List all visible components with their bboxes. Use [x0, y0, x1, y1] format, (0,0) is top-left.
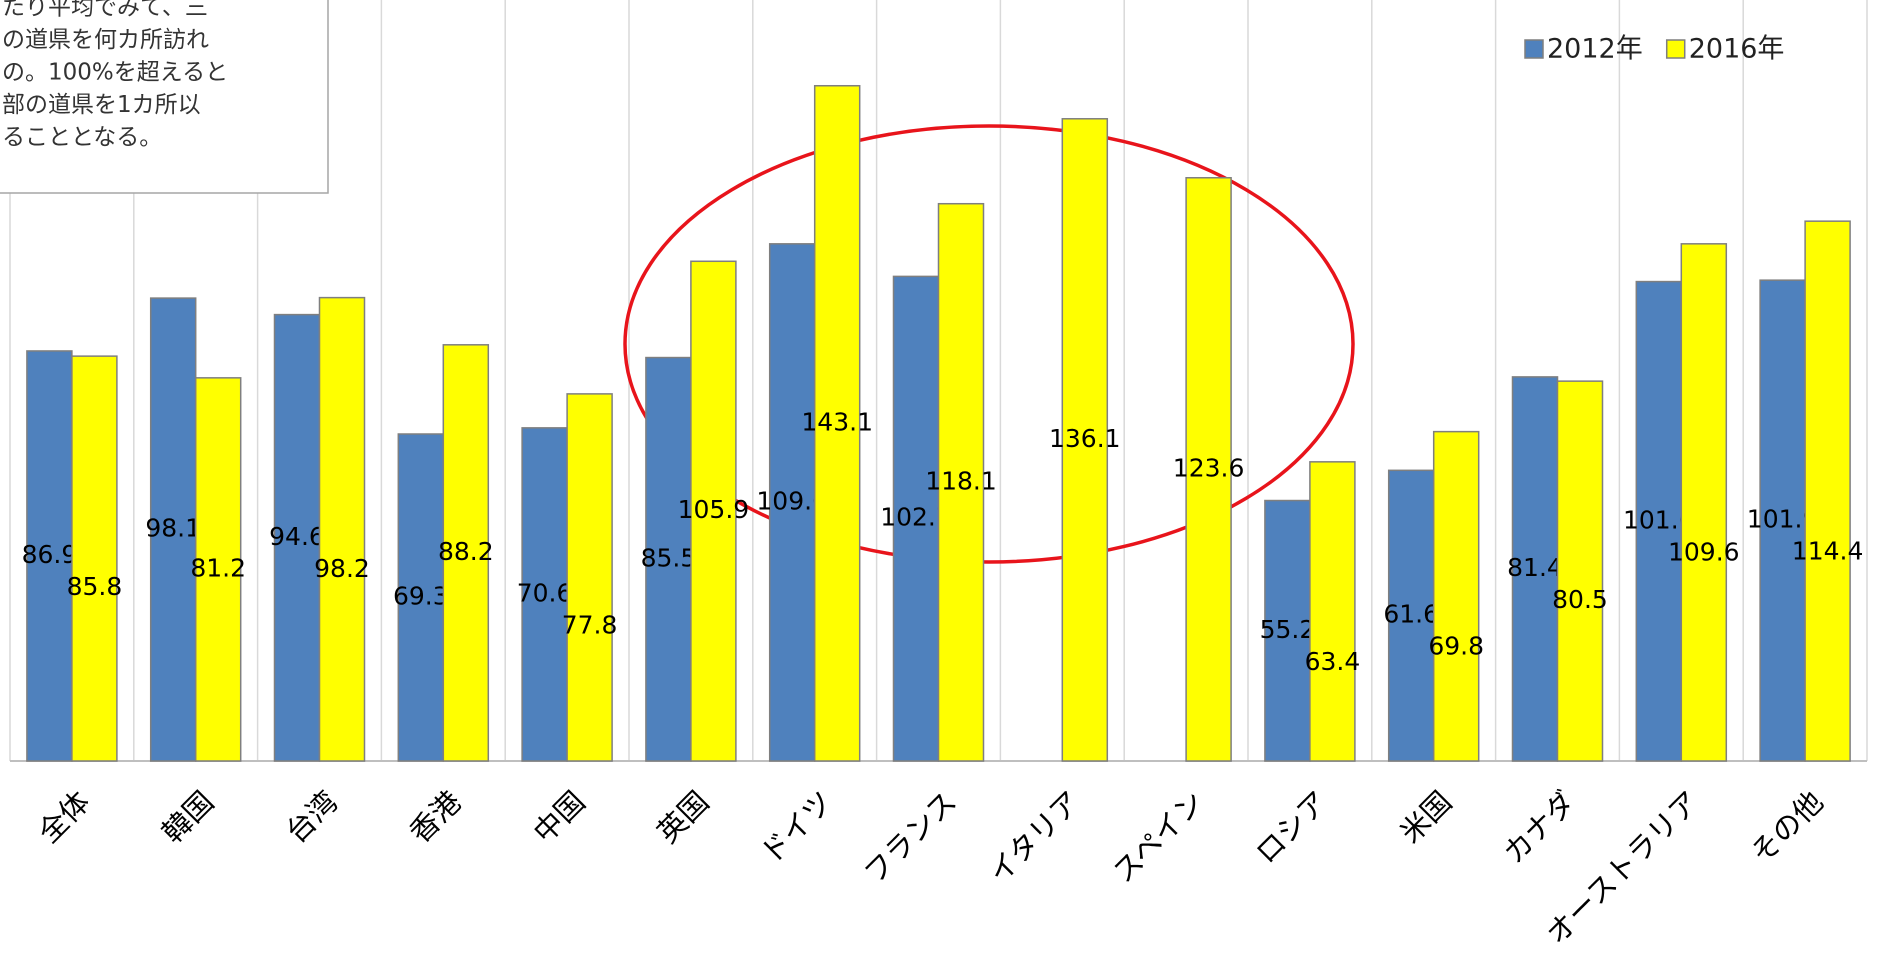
annotation-line: ることとなる。: [2, 125, 162, 151]
value-label: 81.2: [190, 553, 246, 582]
bar: [1680, 243, 1728, 762]
annotation-line: の道県を何カ所訪れ: [2, 27, 209, 53]
bar: [194, 377, 242, 762]
bar: [149, 297, 197, 762]
x-tick-label: 英国: [650, 785, 715, 850]
legend-swatch: [1665, 39, 1686, 59]
value-label: 143.1: [801, 407, 873, 436]
bar: [318, 296, 366, 762]
legend-swatch: [1524, 39, 1544, 59]
value-label: 88.2: [438, 537, 494, 566]
bar: [1387, 469, 1435, 762]
bar: [1804, 220, 1851, 762]
x-tick-label: 全体: [31, 785, 96, 850]
bar: [1264, 499, 1311, 762]
value-label: 61.6: [1383, 600, 1439, 629]
bar: [26, 350, 73, 762]
bar: [273, 313, 321, 762]
value-label: 86.9: [22, 540, 78, 569]
bar: [1309, 461, 1356, 762]
bar: [690, 260, 737, 762]
legend-label: 2012年: [1547, 34, 1643, 65]
bar: [521, 427, 568, 762]
bar: [566, 393, 613, 762]
value-label: 81.4: [1507, 553, 1563, 582]
bar: [1759, 279, 1806, 762]
value-label: 85.8: [67, 572, 123, 601]
legend-label: 2016年: [1689, 34, 1785, 65]
value-label: 77.8: [562, 610, 618, 639]
bar: [71, 355, 118, 762]
value-label: 94.6: [269, 522, 325, 551]
value-label: 114.4: [1792, 537, 1864, 566]
x-tick-label: 中国: [527, 785, 592, 850]
bar: [397, 433, 445, 762]
bar: [1556, 380, 1604, 762]
x-tick-label: その他: [1744, 785, 1830, 871]
bar: [813, 84, 861, 762]
value-label: 55.2: [1260, 615, 1316, 644]
x-tick-label: イタリア: [982, 785, 1087, 890]
bar: [892, 275, 940, 762]
highlight-ellipse: [623, 124, 1355, 564]
value-label: 69.8: [1428, 632, 1484, 661]
value-label: 105.9: [678, 495, 750, 524]
bar: [768, 243, 816, 762]
x-tick-label: フランス: [857, 785, 963, 891]
value-label: 98.2: [314, 554, 370, 583]
x-tick-label: 韓国: [155, 785, 220, 850]
value-label: 85.5: [641, 543, 697, 572]
value-label: 136.1: [1049, 424, 1121, 453]
annotation-line: の。100%を超えると: [2, 60, 228, 86]
x-tick-label: 米国: [1393, 785, 1458, 850]
value-label: 69.3: [393, 581, 449, 610]
bar: [1432, 430, 1480, 762]
value-label: 70.6: [517, 578, 573, 607]
x-tick-label: 台湾: [279, 785, 344, 850]
annotation-line: 部の道県を1カ所以: [2, 92, 201, 118]
value-label: 118.1: [925, 466, 997, 495]
value-label: 63.4: [1305, 647, 1361, 676]
bar: [1061, 118, 1109, 762]
value-label: 98.1: [145, 514, 201, 543]
x-tick-label: カナダ: [1497, 785, 1583, 871]
value-label: 123.6: [1173, 453, 1245, 482]
x-tick-label: 香港: [403, 785, 468, 850]
annotation-box: [0, 0, 329, 194]
value-label: 109.6: [1668, 537, 1740, 566]
bar: [645, 356, 692, 762]
bar: [937, 202, 985, 762]
value-label: 80.5: [1552, 585, 1608, 614]
x-tick-label: スペイン: [1106, 785, 1211, 890]
bar: [1511, 376, 1559, 762]
x-tick-label: ドイツ: [754, 785, 840, 871]
x-tick-label: ロシア: [1249, 785, 1335, 871]
bar: [442, 344, 490, 762]
bar: [1185, 177, 1232, 762]
annotation-line: たり平均でみて、三: [2, 0, 208, 21]
